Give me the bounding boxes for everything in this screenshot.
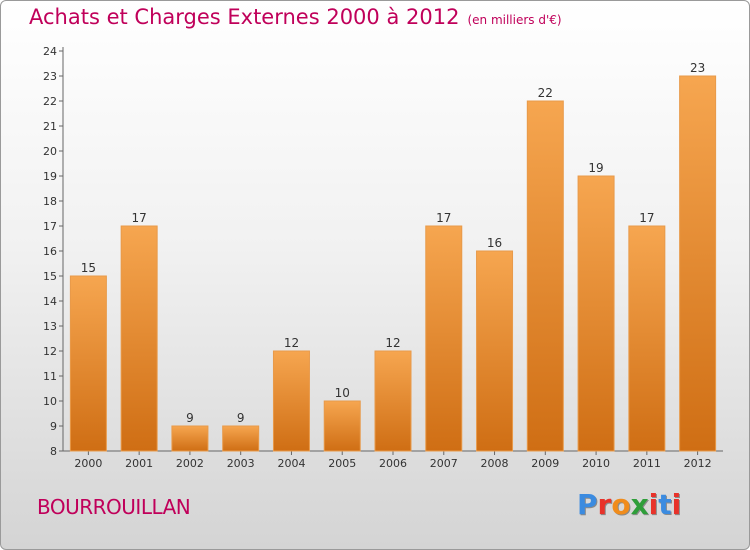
bar [120, 225, 158, 452]
logo-letter: P [577, 488, 598, 521]
bar [171, 425, 209, 452]
y-tick-label: 18 [43, 195, 57, 208]
bar-value-label: 12 [385, 336, 400, 350]
x-tick-label: 2011 [633, 457, 661, 470]
y-tick-label: 15 [43, 270, 57, 283]
proxiti-logo: Proxiti [577, 488, 681, 521]
y-tick-label: 17 [43, 220, 57, 233]
logo-letter: o [611, 488, 631, 521]
bar [425, 225, 463, 452]
bar [577, 175, 615, 452]
logo-letter: i [648, 488, 659, 521]
y-tick-label: 9 [50, 420, 57, 433]
y-tick-label: 16 [43, 245, 57, 258]
bar-value-label: 17 [132, 211, 147, 225]
logo-letter: i [671, 488, 682, 521]
chart-title: Achats et Charges Externes 2000 à 2012 (e… [29, 5, 562, 29]
bar [476, 250, 514, 452]
town-name: BOURROUILLAN [37, 495, 191, 519]
y-tick-label: 20 [43, 145, 57, 158]
x-tick-label: 2001 [125, 457, 153, 470]
x-tick-label: 2002 [176, 457, 204, 470]
x-tick-label: 2005 [328, 457, 356, 470]
y-tick-label: 24 [43, 45, 57, 58]
bar-value-label: 9 [186, 411, 194, 425]
bars: 15 17 9 9 12 10 12 17 16 22 19 17 23 [69, 61, 717, 452]
x-axis: 2000 2001 2002 2003 2004 2005 2006 2007 2008 2009… [63, 450, 723, 470]
bar-value-label: 23 [690, 61, 705, 75]
logo-letter: t [658, 488, 672, 521]
bar-value-label: 10 [335, 386, 350, 400]
y-tick-label: 23 [43, 70, 57, 83]
chart-unit: (en milliers d'€) [467, 13, 562, 27]
y-tick-label: 14 [43, 295, 57, 308]
x-tick-label: 2000 [74, 457, 102, 470]
x-tick-label: 2004 [277, 457, 305, 470]
y-tick-label: 21 [43, 120, 57, 133]
bar [679, 75, 717, 452]
bar [222, 425, 260, 452]
chart-title-text: Achats et Charges Externes 2000 à 2012 [29, 5, 460, 29]
bar-value-label: 22 [538, 86, 553, 100]
y-tick-label: 13 [43, 320, 57, 333]
x-tick-label: 2009 [531, 457, 559, 470]
x-tick-label: 2007 [430, 457, 458, 470]
y-tick-label: 12 [43, 345, 57, 358]
bar-value-label: 12 [284, 336, 299, 350]
bar-value-label: 16 [487, 236, 502, 250]
bar [69, 275, 107, 452]
bar [526, 100, 564, 452]
bar-value-label: 17 [639, 211, 654, 225]
bar-value-label: 9 [237, 411, 245, 425]
y-tick-label: 22 [43, 95, 57, 108]
bar-value-label: 17 [436, 211, 451, 225]
bar [272, 350, 310, 452]
x-tick-label: 2006 [379, 457, 407, 470]
y-axis: 8 9 10 11 12 13 14 15 16 17 18 19 20 21 22 23 24 [43, 45, 64, 458]
x-tick-label: 2012 [684, 457, 712, 470]
x-tick-label: 2010 [582, 457, 610, 470]
y-tick-label: 10 [43, 395, 57, 408]
logo-letter: x [630, 488, 649, 521]
y-tick-label: 19 [43, 170, 57, 183]
y-tick-label: 11 [43, 370, 57, 383]
bar [374, 350, 412, 452]
logo-letter: r [597, 488, 612, 521]
bar [628, 225, 666, 452]
x-tick-label: 2008 [481, 457, 509, 470]
bar-value-label: 15 [81, 261, 96, 275]
y-tick-label: 8 [50, 445, 57, 458]
bar [323, 400, 361, 452]
x-tick-label: 2003 [227, 457, 255, 470]
bar-value-label: 19 [588, 161, 603, 175]
